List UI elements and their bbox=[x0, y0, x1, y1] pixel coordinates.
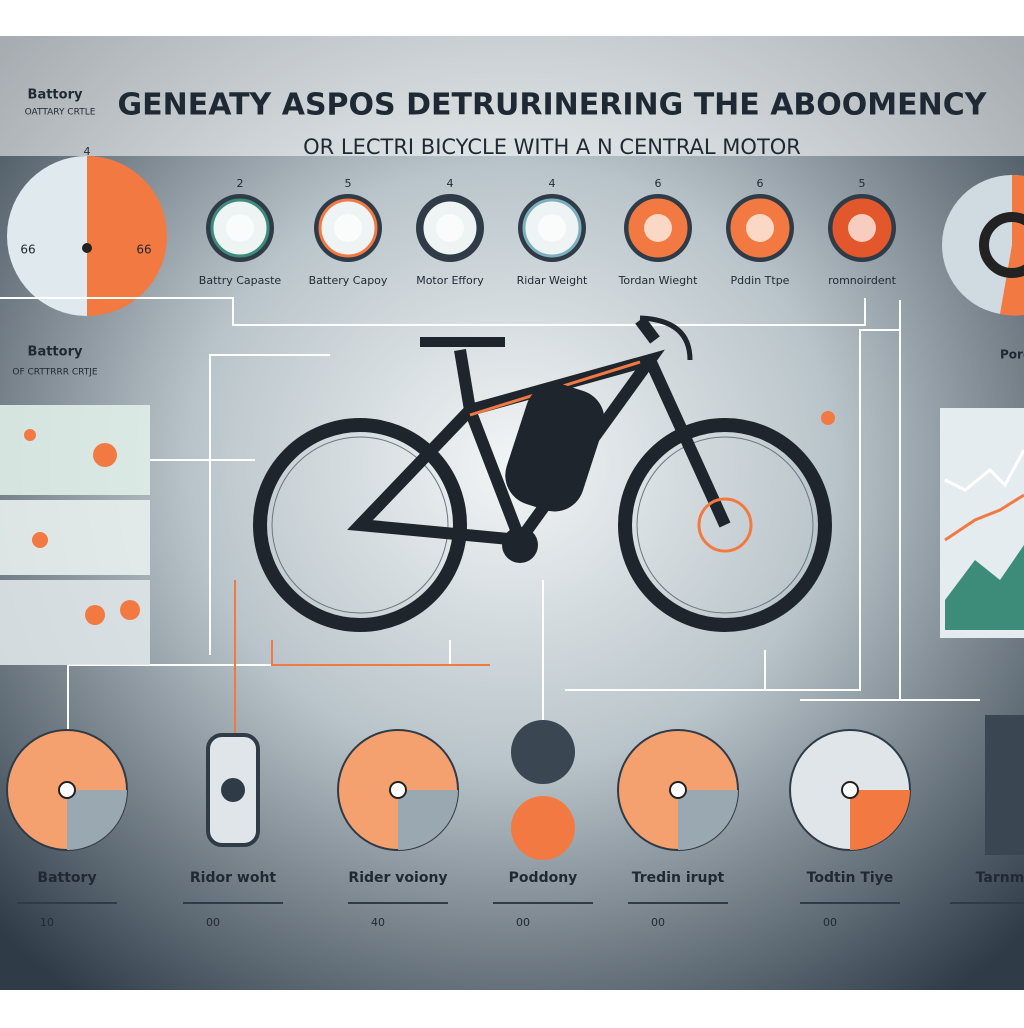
factor-icon-core bbox=[848, 214, 876, 242]
side-right-label: Pordon bbox=[1000, 348, 1024, 362]
accent-connectors bbox=[234, 580, 490, 740]
device-button bbox=[221, 778, 245, 802]
subtitle: OR LECTRI BICYCLE WITH A N CENTRAL MOTOR bbox=[303, 135, 801, 159]
side-left-caption: OF CRTTRRR CRTJE bbox=[12, 368, 97, 378]
factor-number: 5 bbox=[859, 177, 866, 190]
chart-line bbox=[944, 449, 1024, 492]
disc-brake bbox=[697, 497, 753, 553]
factor-icon-core bbox=[746, 214, 774, 242]
bottom-label: Rider voiony bbox=[348, 870, 447, 886]
factor-label: Battery Capoy bbox=[309, 274, 388, 287]
bottom-pie-center bbox=[841, 781, 859, 799]
bottom-number: 00 bbox=[823, 916, 837, 929]
bottom-pie-slice bbox=[67, 790, 127, 850]
bottom-label: Poddony bbox=[509, 870, 578, 886]
panel bbox=[0, 500, 150, 575]
factor-label: Ridar Weight bbox=[517, 274, 588, 287]
icon-orange bbox=[511, 796, 575, 860]
chart-line bbox=[944, 493, 1024, 542]
bottom-label: Tredin irupt bbox=[632, 870, 725, 886]
bottom-label: Todtin Tiye bbox=[807, 870, 894, 886]
pie-center bbox=[82, 243, 92, 253]
pie-right bbox=[87, 156, 167, 316]
bottom-label: Battory bbox=[37, 870, 96, 886]
factor-icon-core bbox=[334, 214, 362, 242]
motor bbox=[502, 527, 538, 563]
factor-label: Motor Effory bbox=[416, 274, 484, 287]
bottom-number: 40 bbox=[371, 916, 385, 929]
panel bbox=[0, 580, 150, 665]
cylinder bbox=[985, 715, 1024, 855]
pie-left bbox=[7, 156, 87, 316]
side-left-label: Battory bbox=[28, 345, 83, 360]
bottom-pie-center bbox=[58, 781, 76, 799]
bottom-number: 00 bbox=[516, 916, 530, 929]
factor-number: 6 bbox=[655, 177, 662, 190]
connectors bbox=[0, 297, 980, 730]
panel bbox=[0, 405, 150, 495]
factor-icon-core bbox=[644, 214, 672, 242]
right-pie-ring bbox=[979, 212, 1024, 278]
top-left-number: 4 bbox=[84, 145, 91, 158]
bottom-number: 00 bbox=[206, 916, 220, 929]
right-pie-slice bbox=[1000, 174, 1024, 316]
factor-number: 2 bbox=[237, 177, 244, 190]
top-left-caption: OATTARY CRTLE bbox=[25, 108, 96, 118]
top-left-label: Battory bbox=[28, 88, 83, 103]
factor-number: 4 bbox=[447, 177, 454, 190]
footer-band bbox=[0, 990, 1024, 1024]
factor-label: Tordan Wieght bbox=[618, 274, 699, 287]
bicycle bbox=[253, 315, 832, 632]
flowers bbox=[24, 411, 835, 625]
bottom-number: 00 bbox=[651, 916, 665, 929]
bottom-pie-slice bbox=[850, 790, 910, 850]
bottom-row: Battory 10 Ridor woht 00 Rider voiony 40 Poddo… bbox=[6, 715, 1024, 929]
factor-label: Battry Capaste bbox=[199, 274, 282, 287]
factor-number: 4 bbox=[549, 177, 556, 190]
title-band bbox=[0, 36, 1024, 156]
bottom-pie-slice bbox=[678, 790, 738, 850]
factor-number: 6 bbox=[757, 177, 764, 190]
factor-icon-core bbox=[226, 214, 254, 242]
factor-label: Pddin Ttpe bbox=[731, 274, 790, 287]
factor-row: 2 Battry Capaste 5 Battery Capoy 4 Motor Effo… bbox=[199, 177, 897, 287]
chart-area bbox=[945, 545, 1024, 630]
factor-number: 5 bbox=[345, 177, 352, 190]
factor-icon-core bbox=[538, 214, 566, 242]
icon-dark bbox=[511, 720, 575, 784]
bottom-pie-center bbox=[669, 781, 687, 799]
battery bbox=[505, 383, 605, 512]
bottom-label: Tarnm bbox=[976, 870, 1024, 886]
bottom-label: Ridor woht bbox=[190, 870, 277, 886]
bottom-pie-center bbox=[389, 781, 407, 799]
factor-label: romnoirdent bbox=[828, 274, 897, 287]
bottom-number: 10 bbox=[40, 916, 54, 929]
bottom-pie-slice bbox=[398, 790, 458, 850]
pie-right-number: 66 bbox=[136, 243, 151, 257]
title: GENEATY ASPOS DETRURINERING THE ABOOMENC… bbox=[117, 88, 987, 123]
factor-icon-core bbox=[436, 214, 464, 242]
pie-left-number: 66 bbox=[20, 243, 35, 257]
